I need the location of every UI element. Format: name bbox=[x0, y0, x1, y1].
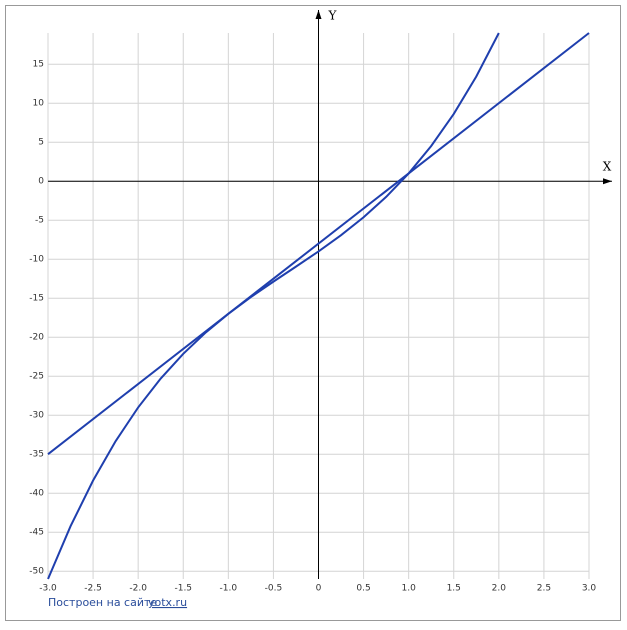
y-tick-label: -25 bbox=[29, 372, 44, 382]
y-tick-label: -50 bbox=[29, 567, 44, 577]
x-tick-label: -3.0 bbox=[39, 584, 57, 594]
y-axis-arrow bbox=[315, 10, 322, 19]
y-tick-label: -35 bbox=[29, 450, 44, 460]
x-axis-label: X bbox=[603, 160, 612, 174]
x-tick-label: 2.0 bbox=[492, 584, 507, 594]
x-tick-label: -2.0 bbox=[129, 584, 147, 594]
x-tick-label: -1.5 bbox=[174, 584, 192, 594]
x-tick-label: 0 bbox=[316, 584, 322, 594]
y-tick-label: -40 bbox=[29, 489, 44, 499]
credit-text: Построен на сайте bbox=[48, 596, 157, 609]
x-tick-label: 0.5 bbox=[356, 584, 370, 594]
x-axis-arrow bbox=[603, 178, 612, 185]
y-tick-label: 0 bbox=[38, 177, 44, 187]
x-tick-label: -1.0 bbox=[220, 584, 238, 594]
x-tick-label: 1.5 bbox=[447, 584, 461, 594]
axes: -3.0 -2.5 -2.0 -1.5 -1.0 -0.5 0 0.5 1.0 1.5 2.0 2.5… bbox=[29, 9, 612, 594]
y-tick-label: -5 bbox=[35, 216, 44, 226]
x-tick-label: 1.0 bbox=[402, 584, 417, 594]
series-line bbox=[47, 32, 500, 580]
y-tick-label: -45 bbox=[29, 528, 44, 538]
y-tick-label: -20 bbox=[29, 333, 44, 343]
y-tick-label: 15 bbox=[33, 60, 44, 70]
x-tick-label: 3.0 bbox=[582, 584, 597, 594]
series-line bbox=[47, 32, 590, 455]
credit-link[interactable]: yotx.ru bbox=[148, 596, 187, 609]
frame bbox=[5, 5, 621, 621]
y-tick-label: -30 bbox=[29, 411, 44, 421]
plot-area bbox=[47, 32, 590, 580]
x-tick-label: -0.5 bbox=[265, 584, 283, 594]
y-tick-label: -10 bbox=[29, 255, 44, 265]
y-tick-label: 5 bbox=[38, 138, 44, 148]
x-tick-label: -2.5 bbox=[84, 584, 102, 594]
y-axis-label: Y bbox=[328, 9, 338, 23]
x-tick-label: 2.5 bbox=[537, 584, 551, 594]
y-tick-label: 10 bbox=[33, 99, 45, 109]
y-tick-label: -15 bbox=[29, 294, 44, 304]
